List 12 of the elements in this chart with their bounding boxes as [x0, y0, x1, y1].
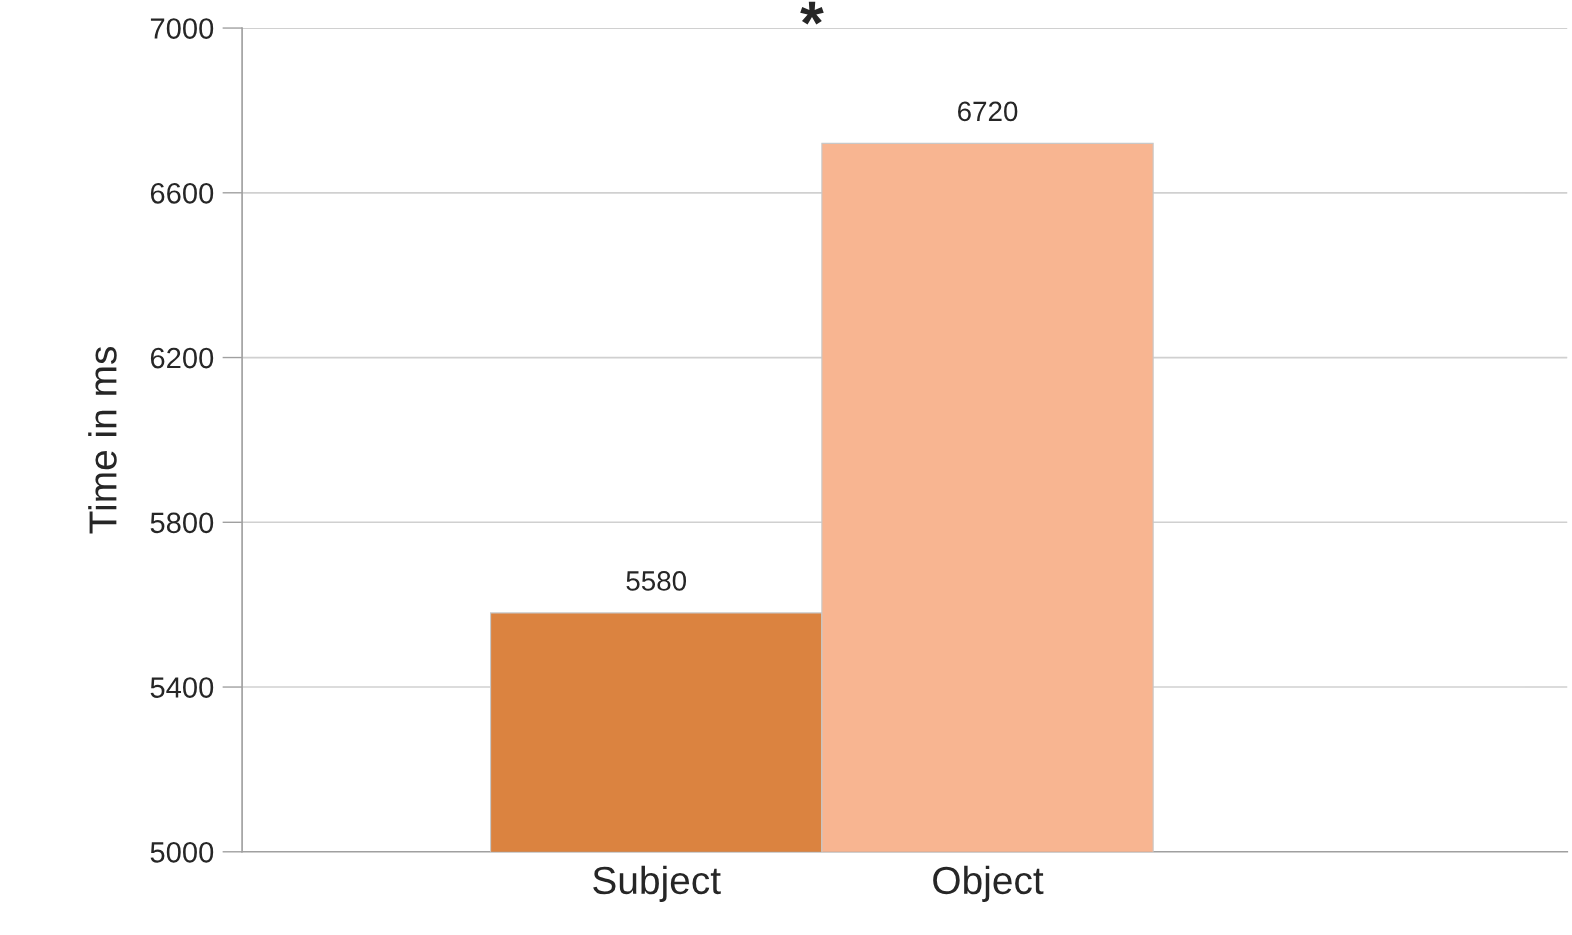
text: *	[800, 1, 824, 25]
y-tick-label: 6600	[150, 183, 214, 204]
y-axis-title: Time in ms	[88, 346, 117, 534]
y-tick-label: 5800	[150, 512, 214, 534]
y-tick-label: 6200	[150, 347, 214, 369]
y-tick-label: 5400	[150, 677, 214, 698]
data-label: 6720	[958, 101, 1018, 122]
x-tick-label: Subject	[593, 865, 721, 902]
data-label: 5580	[626, 571, 687, 591]
y-tick-label: 5000	[150, 841, 214, 863]
y-tick-label: 7000	[150, 18, 214, 39]
x-tick-label: Object	[933, 865, 1044, 902]
